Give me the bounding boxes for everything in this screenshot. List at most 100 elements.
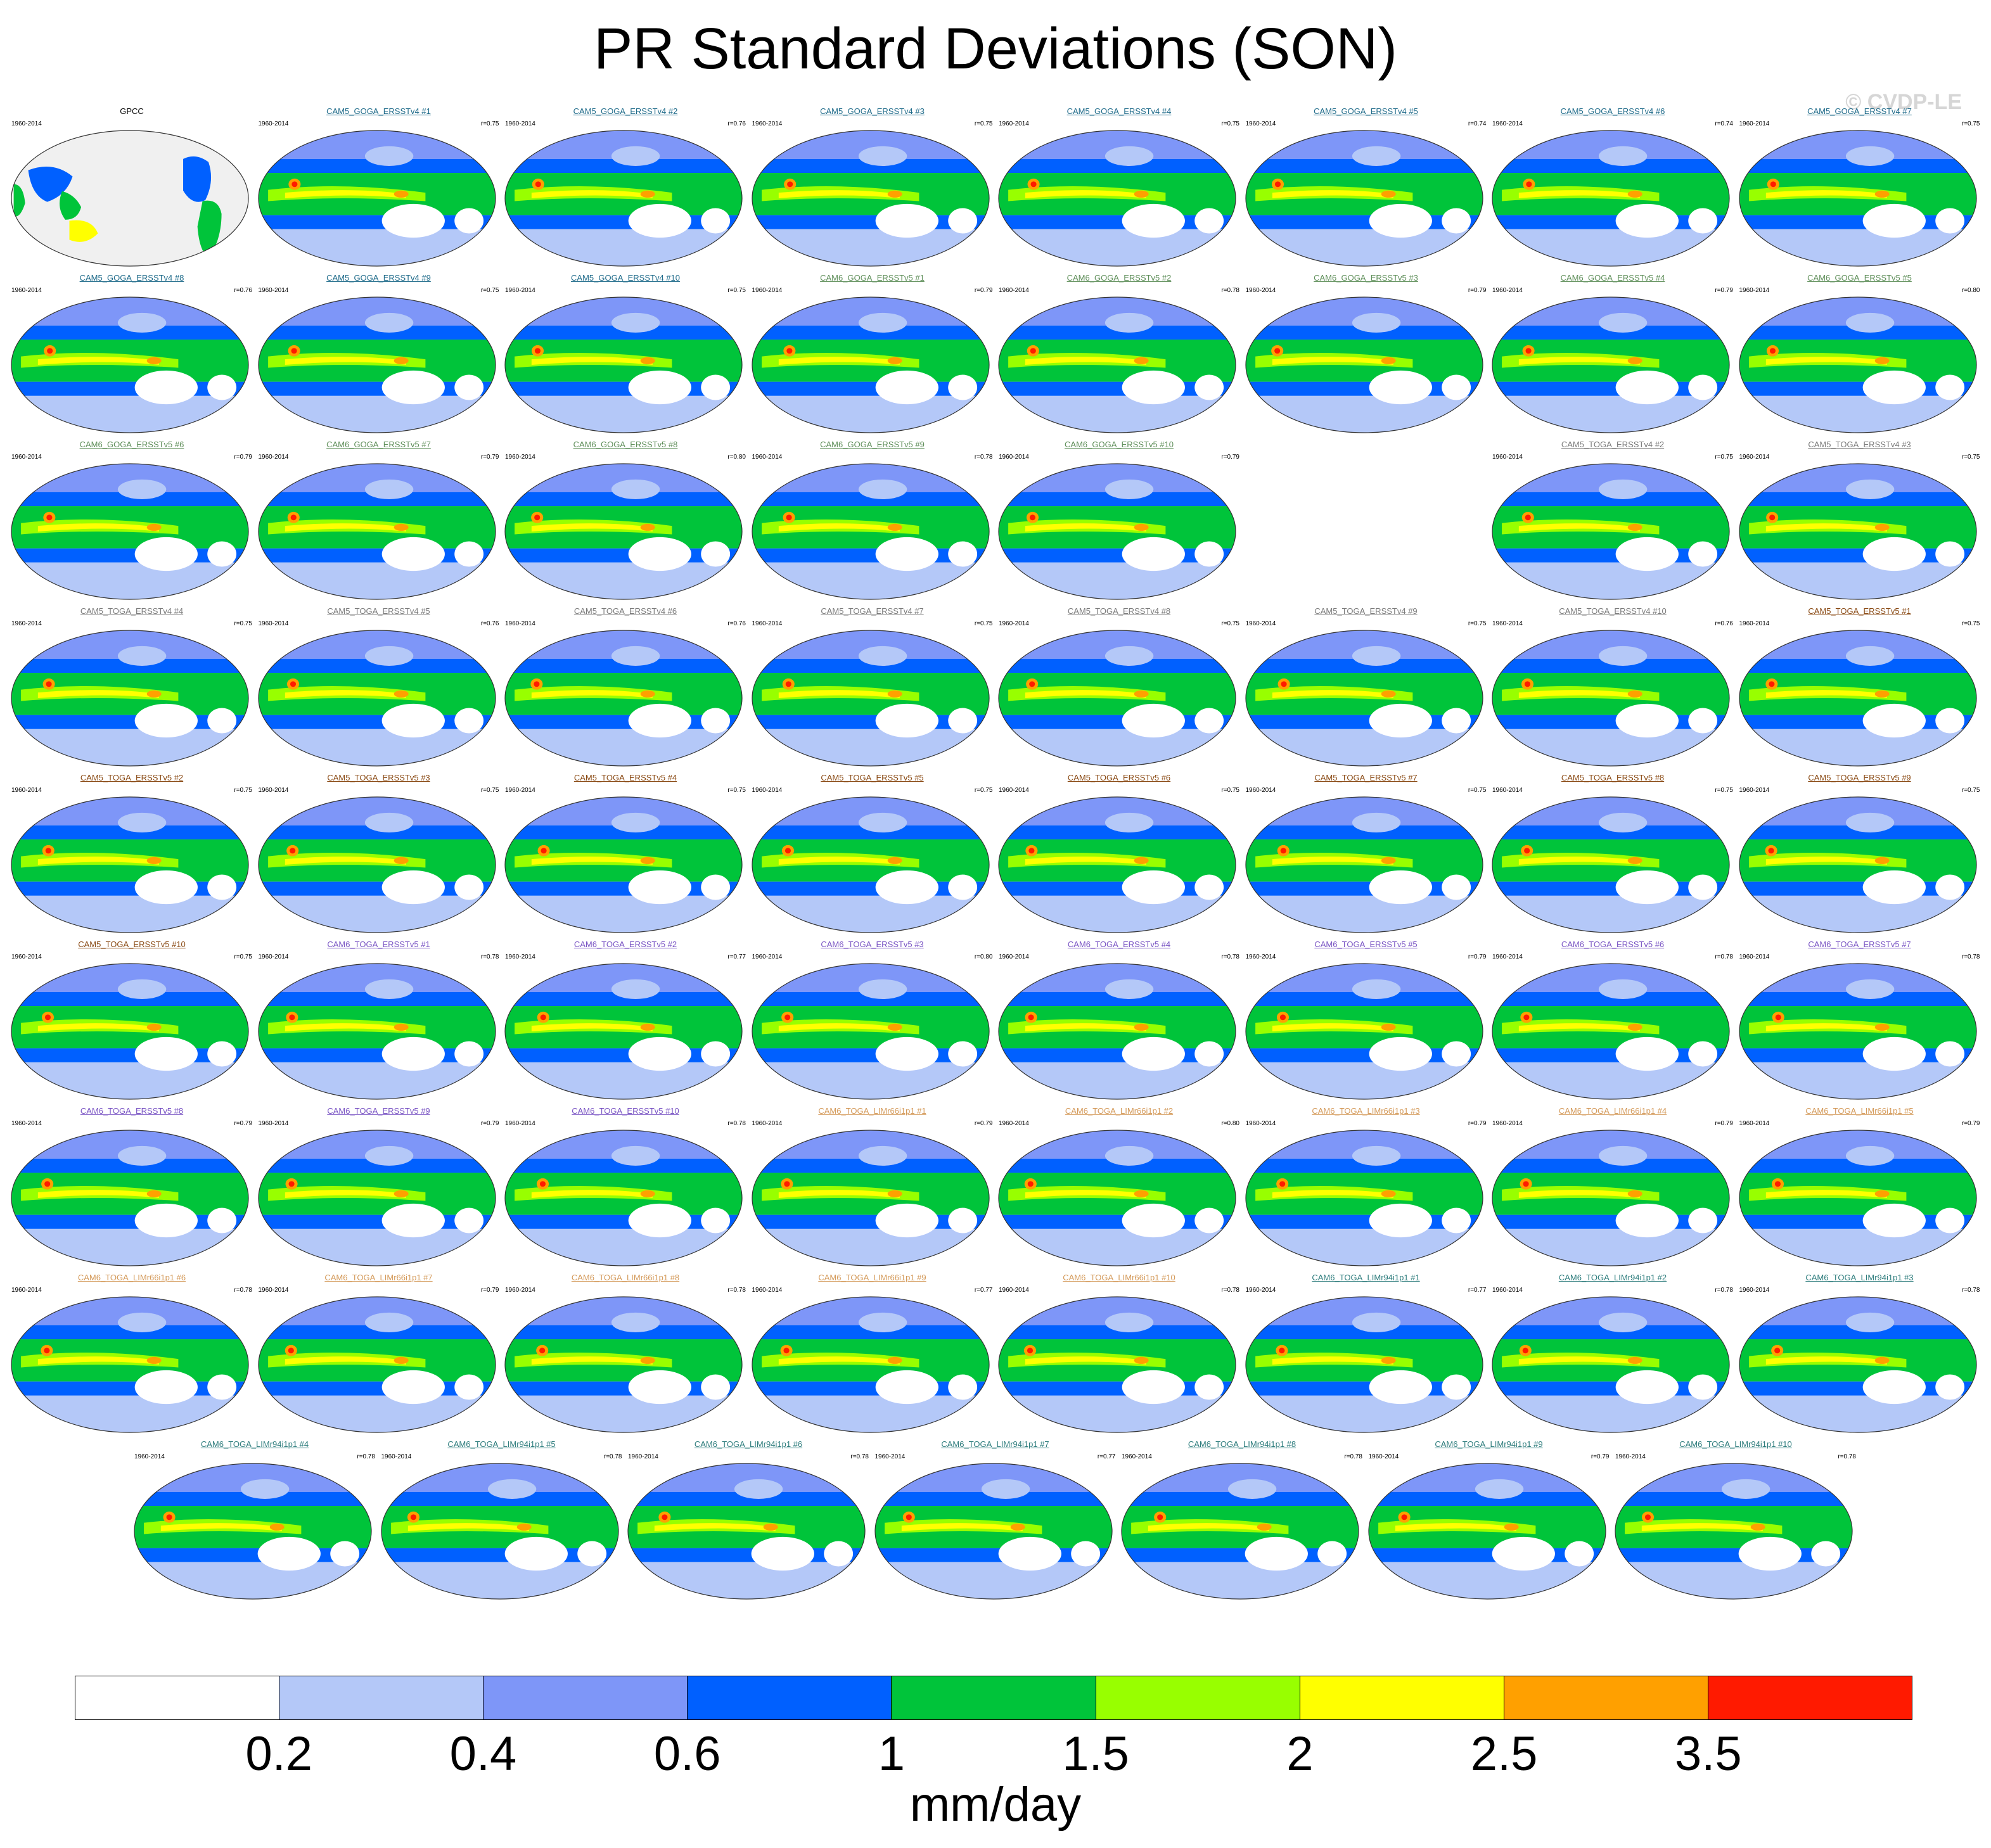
map-border [1492, 1130, 1730, 1266]
precip-band [1492, 825, 1729, 840]
panel-correlation: r=0.78 [1344, 1453, 1362, 1460]
dry-zone-north [117, 1312, 167, 1332]
panel-correlation: r=0.76 [727, 120, 746, 127]
precip-band [752, 1395, 989, 1432]
dry-zone-se-pacific [628, 703, 691, 738]
panel-years: 1960-2014 [1739, 120, 1770, 127]
itcz-core [1518, 690, 1640, 698]
panel-years: 1960-2014 [258, 120, 289, 127]
map-panel: CAM6_TOGA_LIMr66i1p1 #3 1960-2014 r=0.79 [1243, 1106, 1489, 1272]
dry-zone-se-pacific [875, 703, 938, 738]
itcz-core [285, 857, 406, 865]
world-map [751, 796, 990, 933]
map-border [504, 463, 743, 600]
precip-band [1739, 1395, 1976, 1432]
panel-correlation: r=0.75 [480, 287, 499, 294]
high-variance-spot [1874, 1356, 1890, 1364]
dry-zone-north [117, 312, 167, 333]
itcz-core [285, 1023, 406, 1031]
dry-zone-se-pacific [1862, 203, 1926, 238]
world-map [504, 1130, 743, 1266]
map-border [11, 1130, 249, 1266]
dry-zone-se-pacific [1862, 537, 1926, 571]
peak-variance-spot [1644, 1514, 1651, 1520]
peak-variance-spot [1767, 848, 1774, 854]
dry-zone-se-pacific [875, 1370, 938, 1405]
dry-zone-north [117, 812, 167, 832]
world-map [11, 463, 249, 600]
precip-band [1739, 895, 1976, 933]
colorbar-swatch [1096, 1676, 1300, 1719]
precip-band [999, 395, 1236, 433]
dry-zone-north [240, 1479, 290, 1499]
map-border [504, 296, 743, 433]
precip-band [1245, 895, 1483, 933]
peak-variance-spot [540, 1014, 546, 1021]
map-panel: CAM6_TOGA_LIMr94i1p1 #6 1960-2014 r=0.78 [625, 1439, 871, 1605]
panel-years: 1960-2014 [505, 1287, 535, 1294]
dry-zone-north [1845, 812, 1894, 832]
precip-band [505, 895, 742, 933]
map-panel: CAM5_TOGA_ERSSTv5 #5 1960-2014 r=0.75 [750, 773, 996, 939]
world-map [257, 1296, 496, 1433]
dry-zone-se-atlantic [1935, 1208, 1964, 1233]
map-border [1245, 1130, 1483, 1266]
panel-title: CAM5_TOGA_ERSSTv5 #5 [821, 773, 924, 782]
map-border [1245, 963, 1483, 1100]
panel-correlation: r=0.75 [974, 120, 993, 127]
world-map [1492, 1130, 1730, 1266]
precip-band [1245, 1325, 1483, 1340]
precip-band [1492, 658, 1729, 673]
panel-title: CAM5_TOGA_ERSSTv5 #2 [80, 773, 184, 782]
precip-band [1739, 1228, 1976, 1266]
map-panel: CAM6_TOGA_LIMr66i1p1 #1 1960-2014 r=0.79 [750, 1106, 996, 1272]
peak-variance-spot [1526, 181, 1532, 188]
precip-band [999, 1062, 1236, 1099]
peak-variance-spot [1029, 514, 1036, 521]
panel-correlation: r=0.76 [234, 287, 252, 294]
dry-zone-north [981, 1479, 1030, 1499]
precip-band [752, 1325, 989, 1340]
panel-correlation: r=0.78 [850, 1453, 869, 1460]
precip-band [1492, 1062, 1729, 1099]
dry-zone-se-atlantic [207, 874, 237, 900]
map-border [998, 130, 1236, 267]
dry-zone-north [1352, 1145, 1400, 1166]
peak-variance-spot [534, 681, 540, 687]
dry-zone-se-pacific [381, 1370, 445, 1405]
precip-band [1492, 1395, 1729, 1432]
dry-zone-north [1352, 1312, 1400, 1332]
panel-title: CAM5_GOGA_ERSSTv4 #2 [573, 106, 678, 116]
panel-correlation: r=0.75 [234, 953, 252, 960]
high-variance-spot [394, 690, 409, 698]
panel-years: 1960-2014 [999, 620, 1029, 627]
panel-years: 1960-2014 [258, 454, 289, 461]
dry-zone-se-atlantic [1564, 1541, 1594, 1567]
precip-band [1245, 325, 1483, 340]
precip-band [11, 729, 248, 766]
world-map [998, 796, 1236, 933]
panel-years: 1960-2014 [258, 787, 289, 794]
peak-variance-spot [534, 514, 541, 521]
precip-band [505, 325, 742, 340]
panel-years: 1960-2014 [258, 620, 289, 627]
precip-band [752, 895, 989, 933]
world-map [11, 796, 249, 933]
high-variance-spot [1627, 690, 1642, 698]
panel-years: 1960-2014 [1492, 620, 1523, 627]
panel-title: CAM6_TOGA_ERSSTv5 #6 [1561, 940, 1665, 949]
panel-years: 1960-2014 [11, 1287, 42, 1294]
peak-variance-spot [289, 848, 295, 854]
panel-title: CAM6_GOGA_ERSSTv5 #9 [820, 440, 925, 449]
panel-years: 1960-2014 [999, 1287, 1029, 1294]
map-panel: CAM6_TOGA_LIMr66i1p1 #4 1960-2014 r=0.79 [1490, 1106, 1736, 1272]
map-panel: CAM6_TOGA_LIMr66i1p1 #10 1960-2014 r=0.78 [996, 1273, 1242, 1439]
dry-zone-se-pacific [1369, 203, 1432, 238]
precip-band [258, 658, 496, 673]
world-map [1245, 1130, 1483, 1266]
dry-zone-se-pacific [381, 870, 445, 905]
colorbar-swatch [1300, 1676, 1504, 1719]
dry-zone-north [611, 812, 660, 832]
dry-zone-se-atlantic [1688, 708, 1718, 734]
panel-years: 1960-2014 [1739, 454, 1770, 461]
